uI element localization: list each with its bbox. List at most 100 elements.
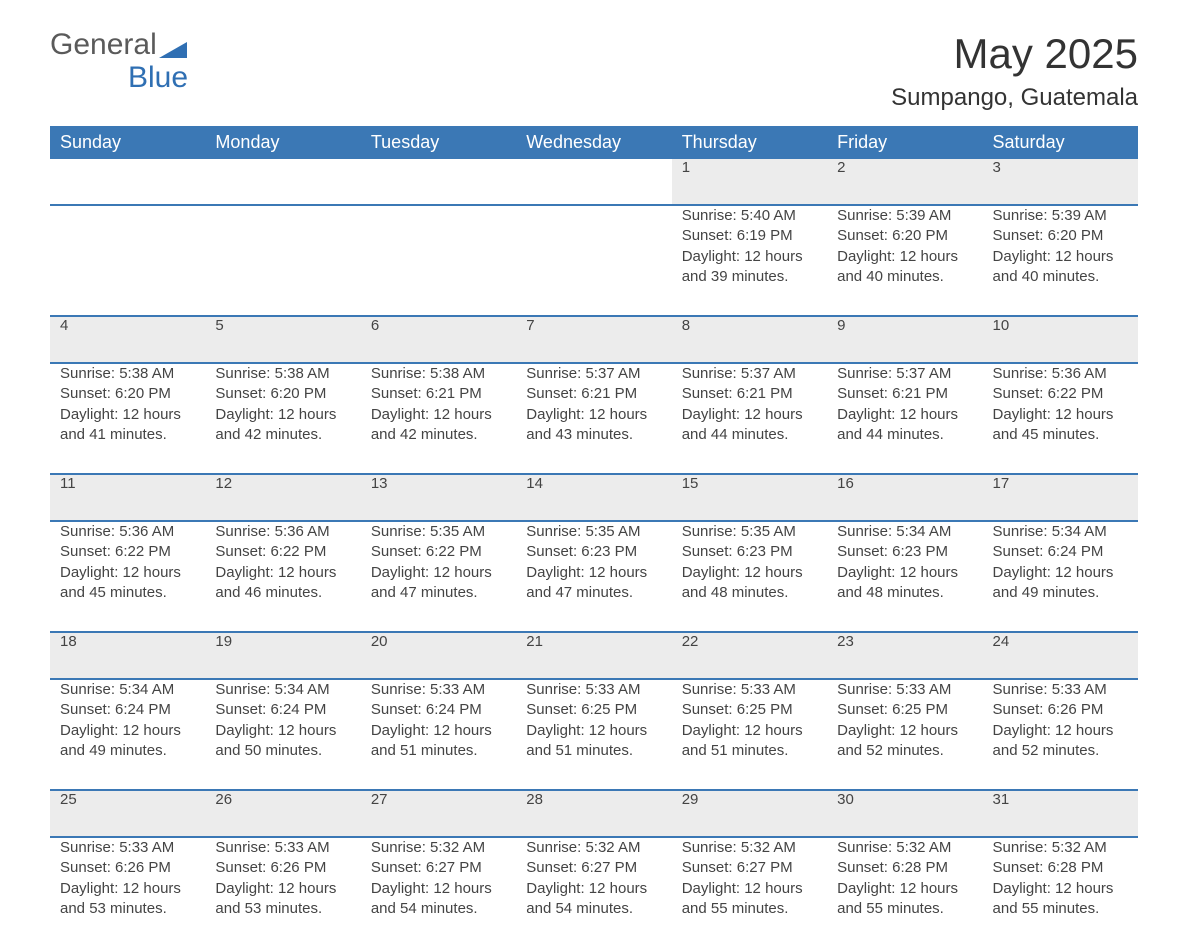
day-number: 7 — [516, 316, 671, 363]
sunset-text: Sunset: 6:26 PM — [215, 858, 350, 878]
header: General Blue May 2025 Sumpango, Guatemal… — [50, 30, 1138, 122]
daylight-text-1: Daylight: 12 hours — [215, 563, 350, 583]
daylight-text-2: and 52 minutes. — [993, 741, 1128, 761]
day-cell: Sunrise: 5:36 AMSunset: 6:22 PMDaylight:… — [205, 521, 360, 632]
daylight-text-2: and 50 minutes. — [215, 741, 350, 761]
day-number: 27 — [361, 790, 516, 837]
daynum-row: 18192021222324 — [50, 632, 1138, 679]
daylight-text-1: Daylight: 12 hours — [682, 247, 817, 267]
day-number: 28 — [516, 790, 671, 837]
day-number: 10 — [983, 316, 1138, 363]
day-cell: Sunrise: 5:36 AMSunset: 6:22 PMDaylight:… — [50, 521, 205, 632]
sunset-text: Sunset: 6:20 PM — [837, 226, 972, 246]
daylight-text-2: and 55 minutes. — [993, 899, 1128, 919]
sunset-text: Sunset: 6:24 PM — [993, 542, 1128, 562]
daylight-text-2: and 45 minutes. — [60, 583, 195, 603]
daylight-text-2: and 42 minutes. — [371, 425, 506, 445]
day-number: 26 — [205, 790, 360, 837]
sunrise-text: Sunrise: 5:39 AM — [993, 206, 1128, 226]
sunrise-text: Sunrise: 5:39 AM — [837, 206, 972, 226]
daylight-text-1: Daylight: 12 hours — [682, 721, 817, 741]
sunset-text: Sunset: 6:23 PM — [837, 542, 972, 562]
daylight-text-2: and 47 minutes. — [371, 583, 506, 603]
daylight-text-2: and 40 minutes. — [837, 267, 972, 287]
daylight-text-2: and 42 minutes. — [215, 425, 350, 445]
daynum-row: 123 — [50, 159, 1138, 205]
sunset-text: Sunset: 6:21 PM — [526, 384, 661, 404]
sunset-text: Sunset: 6:22 PM — [371, 542, 506, 562]
day-cell: Sunrise: 5:32 AMSunset: 6:27 PMDaylight:… — [672, 837, 827, 947]
daylight-text-1: Daylight: 12 hours — [993, 879, 1128, 899]
sunset-text: Sunset: 6:24 PM — [60, 700, 195, 720]
daylight-text-2: and 39 minutes. — [682, 267, 817, 287]
sunrise-text: Sunrise: 5:35 AM — [371, 522, 506, 542]
sunrise-text: Sunrise: 5:34 AM — [993, 522, 1128, 542]
sunset-text: Sunset: 6:19 PM — [682, 226, 817, 246]
weekday-header: Monday — [205, 126, 360, 159]
daylight-text-1: Daylight: 12 hours — [60, 563, 195, 583]
sunrise-text: Sunrise: 5:38 AM — [371, 364, 506, 384]
daynum-row: 11121314151617 — [50, 474, 1138, 521]
daylight-text-2: and 48 minutes. — [682, 583, 817, 603]
daylight-text-2: and 51 minutes. — [682, 741, 817, 761]
sunrise-text: Sunrise: 5:38 AM — [215, 364, 350, 384]
daylight-text-1: Daylight: 12 hours — [993, 563, 1128, 583]
sunset-text: Sunset: 6:25 PM — [526, 700, 661, 720]
sunrise-text: Sunrise: 5:32 AM — [371, 838, 506, 858]
sunset-text: Sunset: 6:28 PM — [993, 858, 1128, 878]
day-cell: Sunrise: 5:33 AMSunset: 6:24 PMDaylight:… — [361, 679, 516, 790]
daylight-text-1: Daylight: 12 hours — [682, 405, 817, 425]
daylight-text-2: and 54 minutes. — [371, 899, 506, 919]
daylight-text-1: Daylight: 12 hours — [371, 563, 506, 583]
day-cell: Sunrise: 5:34 AMSunset: 6:24 PMDaylight:… — [983, 521, 1138, 632]
sunset-text: Sunset: 6:20 PM — [215, 384, 350, 404]
day-cell: Sunrise: 5:34 AMSunset: 6:24 PMDaylight:… — [205, 679, 360, 790]
sunrise-text: Sunrise: 5:32 AM — [526, 838, 661, 858]
daylight-text-1: Daylight: 12 hours — [837, 405, 972, 425]
sunset-text: Sunset: 6:28 PM — [837, 858, 972, 878]
day-number: 23 — [827, 632, 982, 679]
daylight-text-2: and 53 minutes. — [215, 899, 350, 919]
day-number: 12 — [205, 474, 360, 521]
day-number: 24 — [983, 632, 1138, 679]
logo-triangle-icon — [159, 36, 187, 63]
day-number: 30 — [827, 790, 982, 837]
day-cell: Sunrise: 5:39 AMSunset: 6:20 PMDaylight:… — [983, 205, 1138, 316]
day-cell: Sunrise: 5:33 AMSunset: 6:26 PMDaylight:… — [205, 837, 360, 947]
sunset-text: Sunset: 6:21 PM — [682, 384, 817, 404]
day-number: 18 — [50, 632, 205, 679]
calendar-table: SundayMondayTuesdayWednesdayThursdayFrid… — [50, 126, 1138, 947]
page-title: May 2025 — [891, 30, 1138, 78]
logo: General Blue — [50, 30, 188, 93]
sunrise-text: Sunrise: 5:33 AM — [682, 680, 817, 700]
day-number: 8 — [672, 316, 827, 363]
empty-cell — [361, 205, 516, 316]
day-cell: Sunrise: 5:36 AMSunset: 6:22 PMDaylight:… — [983, 363, 1138, 474]
daylight-text-1: Daylight: 12 hours — [215, 879, 350, 899]
info-row: Sunrise: 5:38 AMSunset: 6:20 PMDaylight:… — [50, 363, 1138, 474]
title-block: May 2025 Sumpango, Guatemala — [891, 30, 1138, 122]
day-number: 31 — [983, 790, 1138, 837]
day-number: 3 — [983, 159, 1138, 205]
daylight-text-1: Daylight: 12 hours — [371, 721, 506, 741]
sunset-text: Sunset: 6:23 PM — [526, 542, 661, 562]
sunset-text: Sunset: 6:27 PM — [371, 858, 506, 878]
sunset-text: Sunset: 6:22 PM — [215, 542, 350, 562]
day-cell: Sunrise: 5:38 AMSunset: 6:20 PMDaylight:… — [50, 363, 205, 474]
daylight-text-2: and 49 minutes. — [60, 741, 195, 761]
day-number: 13 — [361, 474, 516, 521]
info-row: Sunrise: 5:34 AMSunset: 6:24 PMDaylight:… — [50, 679, 1138, 790]
day-cell: Sunrise: 5:37 AMSunset: 6:21 PMDaylight:… — [827, 363, 982, 474]
day-cell: Sunrise: 5:32 AMSunset: 6:28 PMDaylight:… — [827, 837, 982, 947]
sunset-text: Sunset: 6:27 PM — [682, 858, 817, 878]
day-cell: Sunrise: 5:37 AMSunset: 6:21 PMDaylight:… — [516, 363, 671, 474]
sunrise-text: Sunrise: 5:37 AM — [837, 364, 972, 384]
day-cell: Sunrise: 5:40 AMSunset: 6:19 PMDaylight:… — [672, 205, 827, 316]
daylight-text-1: Daylight: 12 hours — [682, 563, 817, 583]
sunrise-text: Sunrise: 5:33 AM — [371, 680, 506, 700]
sunrise-text: Sunrise: 5:37 AM — [682, 364, 817, 384]
sunrise-text: Sunrise: 5:40 AM — [682, 206, 817, 226]
daylight-text-2: and 51 minutes. — [371, 741, 506, 761]
sunrise-text: Sunrise: 5:37 AM — [526, 364, 661, 384]
location-label: Sumpango, Guatemala — [891, 84, 1138, 112]
